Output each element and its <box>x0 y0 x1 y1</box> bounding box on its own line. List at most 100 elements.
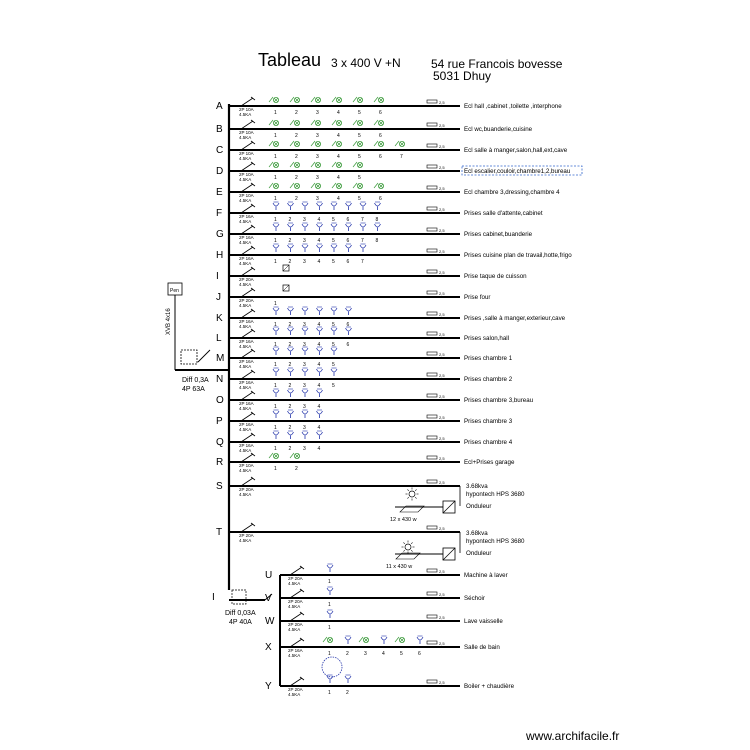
point-number: 2 <box>289 404 292 410</box>
light-point <box>268 182 279 189</box>
lamp-circle <box>326 637 333 644</box>
point-number: 1 <box>274 322 277 328</box>
lamp-circle <box>272 120 279 127</box>
point-number: 4 <box>337 196 340 202</box>
socket-point <box>374 222 381 231</box>
light-point <box>289 452 300 459</box>
light-point <box>373 96 384 104</box>
socket-arc <box>301 368 309 373</box>
breaker-rating: 2P 20A <box>239 277 254 282</box>
circuit-terminal: 2,5 <box>426 568 445 574</box>
solar-panel-icon <box>399 505 425 513</box>
socket-point <box>272 367 280 376</box>
switch-stroke <box>310 96 316 103</box>
lamp-cross-b <box>327 637 333 643</box>
cable-section: 2,5 <box>439 569 445 574</box>
socket-arc <box>416 636 424 641</box>
switch-stroke <box>352 182 358 189</box>
point-number: 7 <box>361 217 364 223</box>
breaker-mark <box>299 588 305 593</box>
switch-stroke <box>289 140 295 147</box>
cable-section: 2,5 <box>439 680 445 685</box>
lamp-cross-b <box>378 120 384 126</box>
socket-point <box>287 430 294 439</box>
breaker-rating: 2P 20A <box>288 576 303 581</box>
light-point <box>289 96 300 104</box>
terminal-box <box>426 290 438 295</box>
point-number: 4 <box>318 217 321 223</box>
socket-point <box>287 346 294 355</box>
terminal-box <box>426 143 438 148</box>
switch-stroke <box>322 636 328 643</box>
sun-ray <box>403 542 406 545</box>
point-number: 3 <box>303 259 306 265</box>
circuit-letter: C <box>216 145 223 156</box>
light-point <box>289 182 300 189</box>
socket-point <box>287 409 294 418</box>
point-number: 4 <box>318 322 321 328</box>
appliance-socket <box>326 586 334 595</box>
terminal-box <box>426 351 438 356</box>
circuit-a: A 1 2 3 4 5 6 Ecl hall ,cabinet ,toilette ,inte… <box>216 101 562 116</box>
point-number: 3 <box>316 175 319 181</box>
socket-arc <box>272 244 280 249</box>
socket-arc <box>301 389 309 394</box>
point-number: 1 <box>274 154 277 160</box>
breaker-rating: 4.5KA <box>239 177 251 182</box>
sub-circuit-w: W 1 Lave vaisselle <box>265 616 503 631</box>
breaker-rating: 4.5KA <box>288 604 300 609</box>
breaker-rating: 4.5KA <box>239 198 251 203</box>
circuit-terminal: 2,5 <box>426 614 445 620</box>
circuit-letter: N <box>216 374 223 385</box>
panel-count: 12 x 430 w <box>390 517 417 523</box>
circuit-description: Prises chambre 3,bureau <box>464 397 534 404</box>
socket-point <box>316 243 323 252</box>
socket-arc <box>272 223 280 228</box>
inverter-label: Onduleur <box>466 550 491 557</box>
breaker-mark <box>250 161 256 166</box>
terminal-box <box>426 455 438 460</box>
socket-point <box>272 409 280 418</box>
terminal-box <box>426 227 438 232</box>
sub-diff-contact <box>264 593 273 601</box>
point-number: 2 <box>289 425 292 431</box>
point-number: 8 <box>376 217 379 223</box>
lamp-circle <box>293 120 300 127</box>
socket-arc <box>326 587 334 592</box>
socket-arc <box>316 307 323 312</box>
lamp-circle <box>356 182 363 189</box>
lamp-cross-b <box>294 97 300 103</box>
point-number: 1 <box>274 133 277 139</box>
lamp-circle <box>293 452 300 459</box>
lamp-cross-b <box>273 162 279 168</box>
circuit-description: Prises chambre 1 <box>464 355 513 362</box>
cable-section: 2,5 <box>439 186 445 191</box>
point-number: 2 <box>295 154 298 160</box>
lamp-circle <box>362 637 369 644</box>
socket-point <box>330 222 338 231</box>
point-number: 4 <box>318 404 321 410</box>
point-number: 3 <box>316 133 319 139</box>
socket-point <box>301 201 309 210</box>
cable-section: 2,5 <box>439 373 445 378</box>
circuit-letter: T <box>216 527 222 538</box>
breaker-rating: 4.5KA <box>239 282 251 287</box>
socket-point <box>330 346 338 355</box>
breaker-rating: 4.5KA <box>288 581 300 586</box>
lamp-circle <box>272 140 279 147</box>
point-number: 3 <box>364 651 367 657</box>
breaker-mark <box>299 565 305 570</box>
point-number: 1 <box>274 425 277 431</box>
circuit-letter: E <box>216 187 223 198</box>
socket-point <box>359 201 367 210</box>
solar-model: hypontech HPS 3680 <box>466 538 525 545</box>
circuit-description: Prises ,salle à manger,exterieur,cave <box>464 315 566 322</box>
point-number: 5 <box>400 651 403 657</box>
circuit-q: Q 1 2 3 4 Prises chambre 4 <box>216 437 513 452</box>
